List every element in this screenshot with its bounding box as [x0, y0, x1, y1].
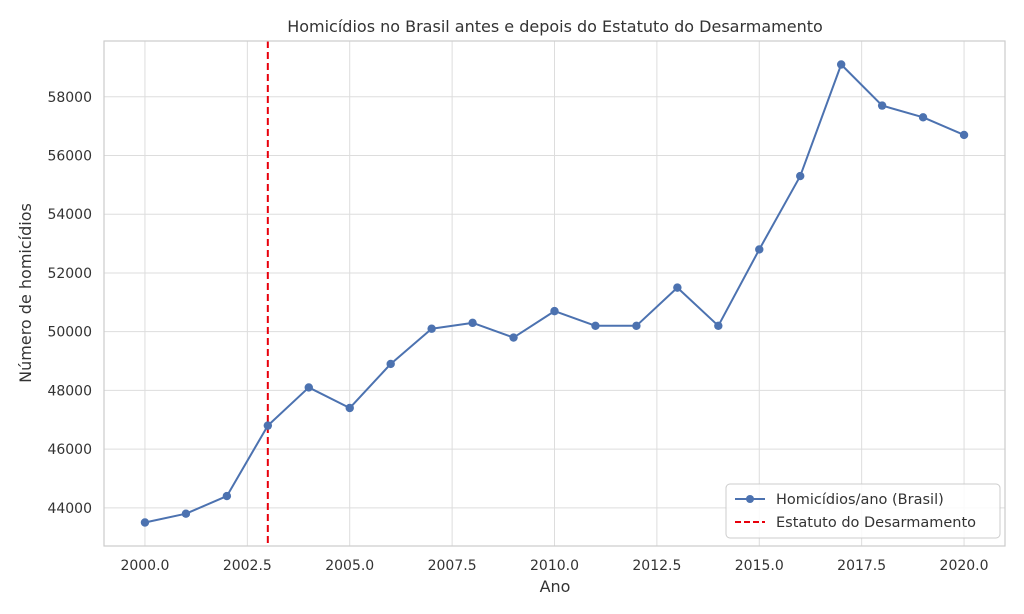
data-point	[796, 171, 805, 181]
x-tick-label: 2010.0	[530, 558, 579, 574]
y-tick-labels: 44000 46000 48000 50000 52000 54000 56000 58000	[47, 90, 92, 517]
y-tick-label: 56000	[47, 149, 92, 165]
series-layer	[140, 60, 969, 527]
y-tick-label: 50000	[47, 325, 92, 341]
data-point	[632, 321, 641, 330]
data-point	[181, 509, 191, 518]
data-point	[509, 333, 518, 342]
data-point	[673, 283, 682, 292]
x-tick-label: 2005.0	[325, 558, 374, 574]
legend: Homicídios/ano (Brasil) Estatuto do Desa…	[725, 483, 1001, 539]
x-tick-label: 2012.5	[632, 558, 681, 574]
y-tick-label: 44000	[47, 501, 92, 517]
x-tick-label: 2007.5	[428, 558, 477, 574]
data-point	[591, 321, 600, 330]
legend-marker-series	[746, 495, 754, 503]
y-tick-label: 58000	[47, 90, 92, 106]
x-tick-label: 2000.0	[120, 558, 169, 574]
data-point	[140, 518, 150, 527]
data-point	[386, 359, 395, 369]
data-point	[714, 321, 723, 330]
x-tick-label: 2020.0	[940, 558, 989, 574]
legend-label-series: Homicídios/ano (Brasil)	[776, 492, 944, 508]
y-tick-label: 54000	[47, 207, 92, 223]
legend-label-reference: Estatuto do Desarmamento	[776, 515, 976, 531]
y-tick-label: 52000	[47, 266, 92, 282]
data-point	[427, 324, 436, 333]
x-axis-label: Ano	[540, 577, 571, 596]
data-point	[755, 245, 764, 254]
data-point	[345, 403, 354, 413]
data-point	[959, 130, 969, 140]
x-tick-label: 2002.5	[223, 558, 272, 574]
plot-frame	[103, 40, 1006, 547]
data-point	[836, 60, 846, 69]
x-gridlines	[144, 41, 965, 546]
data-point	[468, 318, 477, 328]
legend-box	[725, 483, 1001, 539]
x-tick-label: 2017.5	[837, 558, 886, 574]
chart-title: Homicídios no Brasil antes e depois do E…	[287, 17, 823, 36]
y-tick-label: 48000	[47, 383, 92, 399]
x-tick-labels: 2000.0 2002.5 2005.0 2007.5 2010.0 2012.5 2015…	[120, 558, 988, 574]
y-axis-label: Número de homicídios	[16, 203, 35, 383]
data-point	[222, 491, 232, 501]
y-tick-label: 46000	[47, 442, 92, 458]
data-point	[877, 101, 887, 110]
data-point	[304, 383, 313, 392]
data-point	[263, 421, 273, 430]
x-tick-label: 2015.0	[735, 558, 784, 574]
data-point	[918, 113, 928, 122]
data-point	[550, 306, 559, 316]
